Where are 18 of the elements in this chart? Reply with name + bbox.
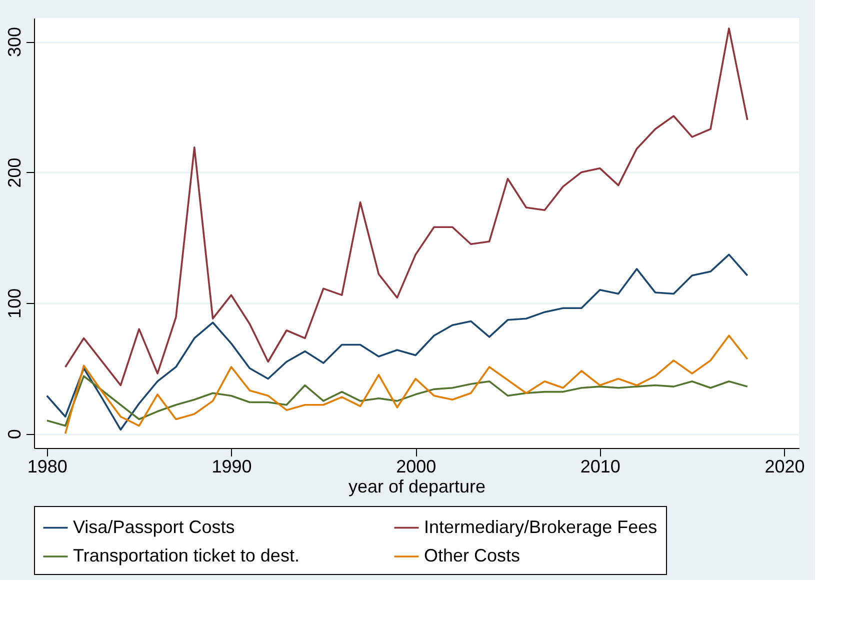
line-series <box>46 254 748 431</box>
x-tick-label: 2020 <box>764 456 805 476</box>
line-series <box>64 28 748 386</box>
y-tick-label: 300 <box>4 27 24 58</box>
y-tick-label: 200 <box>4 158 24 188</box>
line-series <box>46 375 748 427</box>
legend-label: Transportation ticket to dest. <box>73 546 300 566</box>
line-series <box>64 334 748 435</box>
x-tick-label: 2000 <box>396 456 436 476</box>
x-axis-title: year of departure <box>348 476 486 496</box>
legend-label: Visa/Passport Costs <box>73 516 235 537</box>
x-tick-label: 2010 <box>580 456 620 476</box>
x-tick-label: 1980 <box>27 456 68 476</box>
legend-label: Other Costs <box>424 546 520 566</box>
y-tick-label: 0 <box>4 429 24 440</box>
y-tick-label: 100 <box>4 288 24 318</box>
legend-label: Intermediary/Brokerage Fees <box>424 516 658 537</box>
x-tick-label: 1990 <box>212 456 252 476</box>
